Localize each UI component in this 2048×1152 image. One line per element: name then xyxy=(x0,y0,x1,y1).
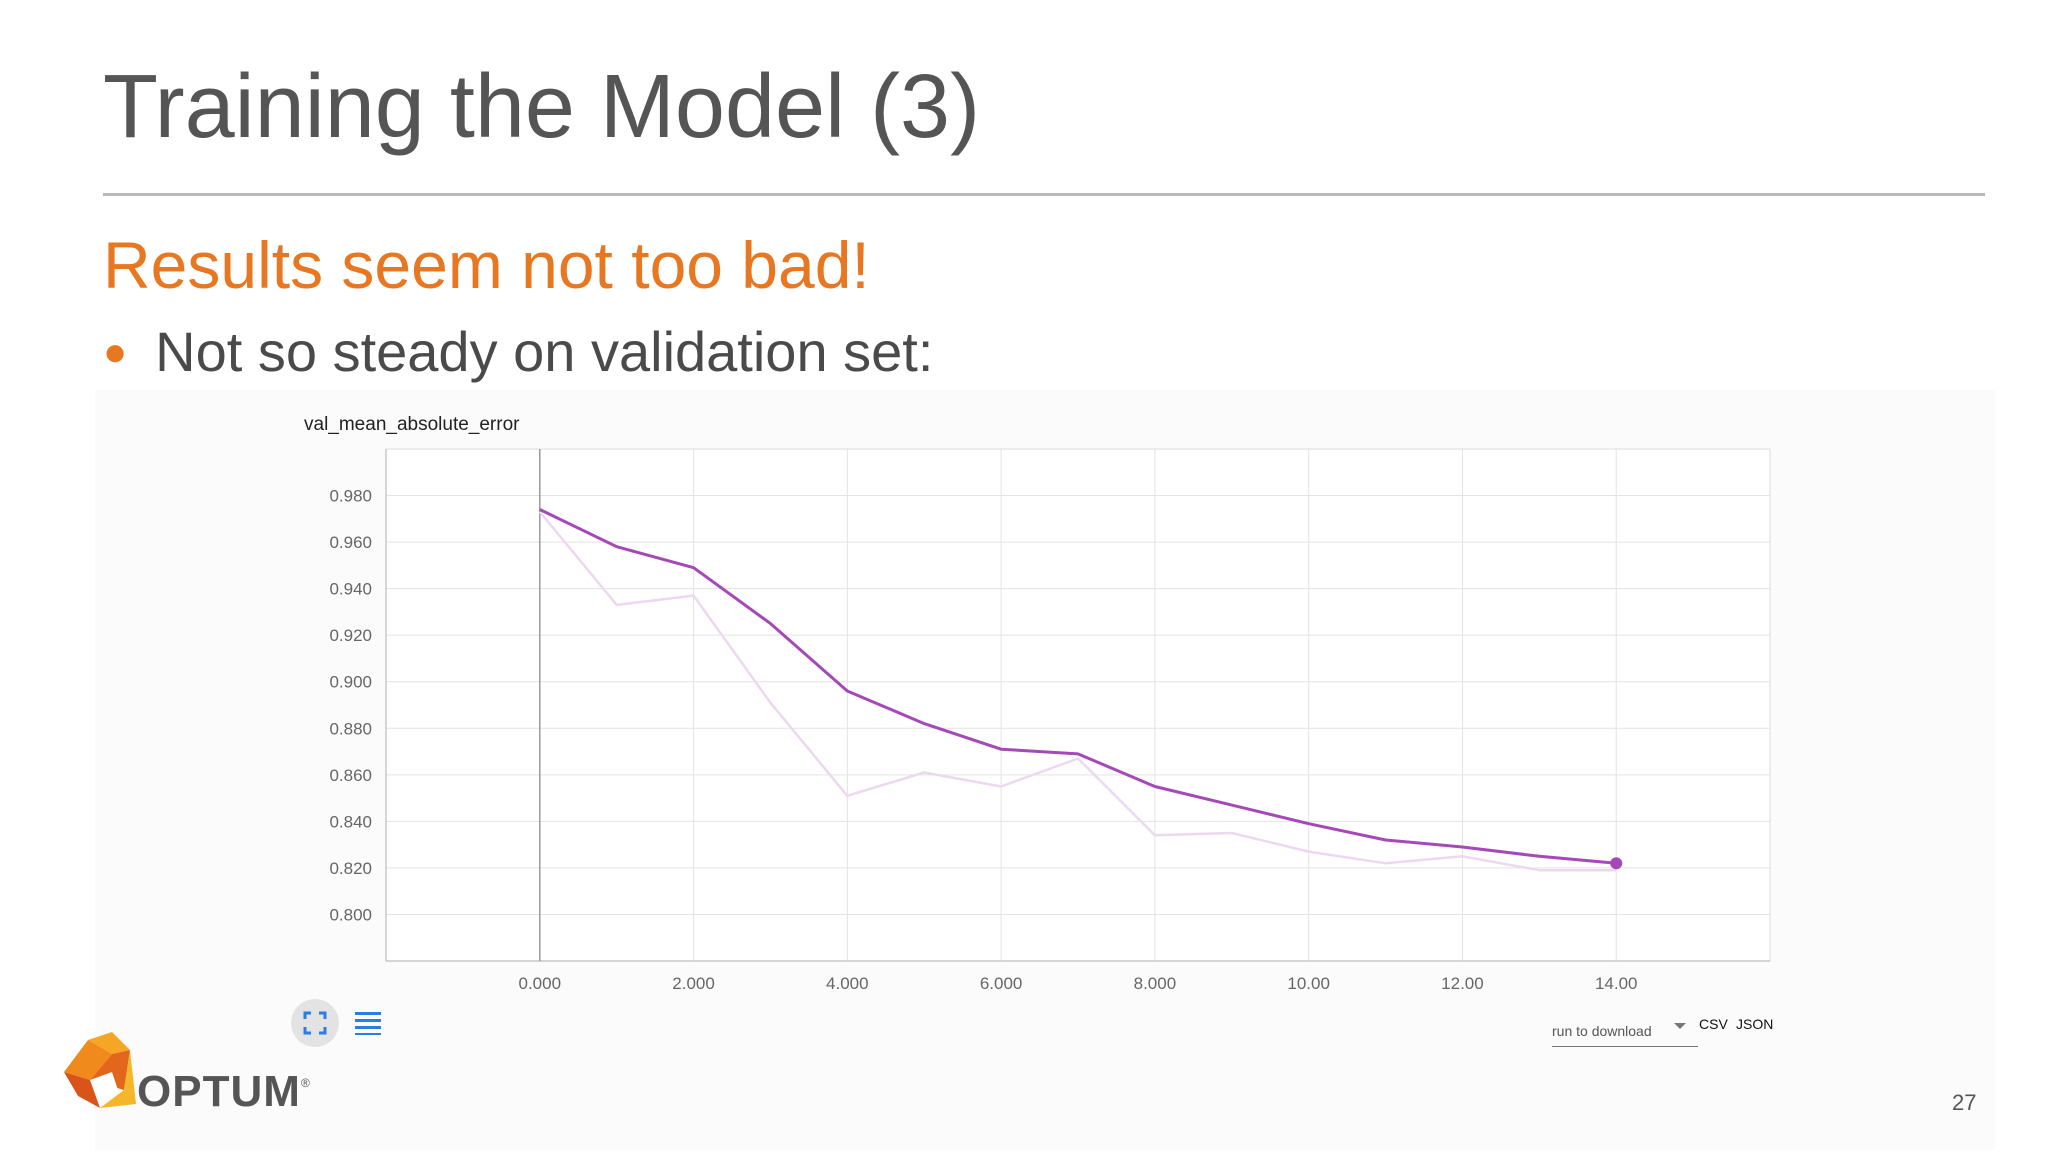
x-tick-labels: 0.000 2.000 4.000 6.000 8.000 10.00 12.00 14.00 xyxy=(519,974,1638,993)
page-number: 27 xyxy=(1952,1090,1977,1115)
registered-mark: ® xyxy=(301,1076,310,1090)
expand-button[interactable] xyxy=(291,999,339,1047)
raw-series-line xyxy=(538,511,1617,872)
x-tick-label: 4.000 xyxy=(826,974,869,993)
caret-down-icon[interactable] xyxy=(1672,1018,1688,1034)
list-icon xyxy=(355,1012,381,1035)
y-tick-label: 0.880 xyxy=(329,719,372,738)
x-tick-label: 2.000 xyxy=(672,974,715,993)
grid xyxy=(386,449,1770,961)
x-tick-label: 12.00 xyxy=(1441,974,1484,993)
x-tick-label: 0.000 xyxy=(519,974,562,993)
smoothed-series-line xyxy=(539,508,1617,865)
run-to-download-select[interactable]: run to download xyxy=(1552,1016,1698,1047)
x-tick-label: 6.000 xyxy=(980,974,1023,993)
download-select-label: run to download xyxy=(1552,1023,1652,1039)
list-view-button[interactable] xyxy=(350,1005,386,1041)
bullet-item: ● Not so steady on validation set: xyxy=(103,324,933,380)
csv-download-link[interactable]: CSV xyxy=(1699,1016,1728,1032)
optum-logo-icon xyxy=(64,1032,136,1108)
y-tick-label: 0.800 xyxy=(329,905,372,924)
y-tick-label: 0.860 xyxy=(329,766,372,785)
json-download-link[interactable]: JSON xyxy=(1736,1016,1774,1032)
last-point-marker xyxy=(1610,857,1623,870)
y-tick-labels: 0.800 0.820 0.840 0.860 0.880 0.900 0.920 0.940… xyxy=(329,487,372,925)
chart-title: val_mean_absolute_error xyxy=(304,414,520,435)
x-tick-label: 14.00 xyxy=(1595,974,1638,993)
plot-area xyxy=(385,448,1771,962)
y-tick-label: 0.980 xyxy=(329,487,372,506)
axes xyxy=(385,449,1770,962)
x-tick-label: 10.00 xyxy=(1287,974,1330,993)
expand-icon xyxy=(303,1011,327,1035)
y-tick-label: 0.840 xyxy=(329,812,372,831)
y-tick-label: 0.820 xyxy=(329,859,372,878)
y-tick-label: 0.900 xyxy=(329,673,372,692)
x-tick-label: 8.000 xyxy=(1134,974,1177,993)
y-tick-label: 0.920 xyxy=(329,626,372,645)
optum-logo-text: OPTUM xyxy=(137,1067,301,1116)
slide-title: Training the Model (3) xyxy=(103,57,981,157)
bullet-text: Not so steady on validation set: xyxy=(155,320,934,383)
bullet-dot-icon: ● xyxy=(103,329,128,374)
y-tick-label: 0.960 xyxy=(329,533,372,552)
slide-subtitle: Results seem not too bad! xyxy=(103,228,870,302)
title-divider xyxy=(103,193,1985,196)
series xyxy=(538,508,1623,872)
y-tick-label: 0.940 xyxy=(329,580,372,599)
